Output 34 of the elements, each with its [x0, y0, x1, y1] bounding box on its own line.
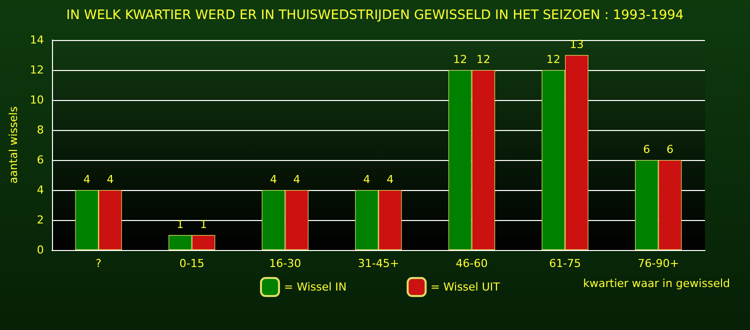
y-tick-label: 4 — [36, 184, 44, 196]
data-label: 4 — [270, 173, 277, 186]
y-tick-label: 2 — [36, 214, 44, 226]
data-label: 1 — [200, 218, 208, 231]
data-label: 4 — [293, 173, 300, 186]
y-tick-label: 10 — [30, 94, 44, 106]
data-label: 4 — [106, 173, 114, 186]
y-tick-label: 6 — [36, 154, 44, 166]
data-label: 12 — [453, 53, 468, 66]
x-tick-label: ? — [96, 257, 102, 270]
x-tick-label: 76-90+ — [638, 257, 679, 270]
x-tick-label: 61-75 — [549, 257, 582, 270]
y-tick-label: 0 — [36, 244, 44, 256]
data-label: 12 — [476, 53, 490, 66]
data-label: 12 — [546, 53, 560, 66]
data-label: 13 — [570, 38, 584, 51]
y-tick-label: 14 — [30, 34, 44, 46]
x-tick-label: 0-15 — [179, 257, 204, 270]
x-tick-label: 46-60 — [456, 257, 488, 270]
data-label: 4 — [386, 173, 394, 186]
data-label: 4 — [83, 173, 90, 186]
legend-label: = Wissel IN — [284, 280, 347, 294]
chart-title: IN WELK KWARTIER WERD ER IN THUISWEDSTRIJDEN GEWISSELD IN HET SEIZOEN : 1993-1994 — [66, 8, 684, 23]
y-tick-label: 12 — [30, 64, 44, 76]
data-label: 6 — [666, 143, 674, 156]
data-label: 6 — [643, 143, 650, 156]
data-label: 4 — [363, 173, 370, 186]
y-tick-label: 8 — [36, 124, 44, 136]
x-tick-label: 31-45+ — [358, 257, 400, 270]
legend-label: = Wissel UIT — [430, 280, 500, 294]
x-axis-title: kwartier waar in gewisseld — [583, 277, 730, 290]
data-label: 1 — [176, 218, 184, 231]
x-tick-label: 16-30 — [269, 257, 302, 270]
y-axis-title: aantal wissels — [7, 106, 20, 184]
